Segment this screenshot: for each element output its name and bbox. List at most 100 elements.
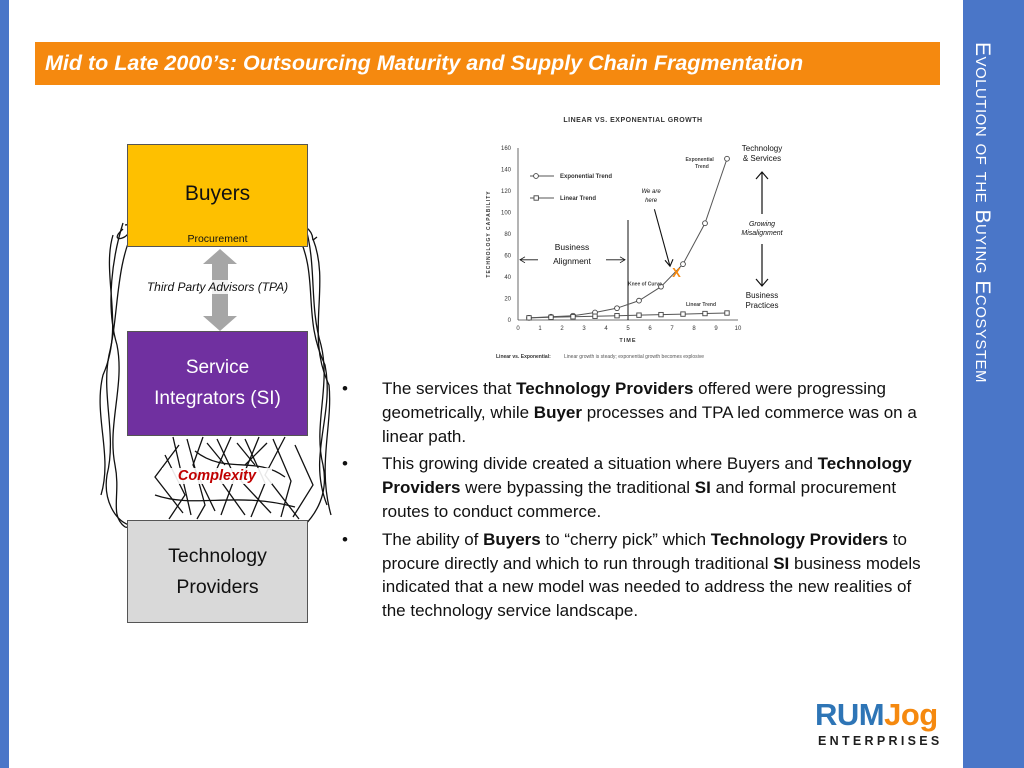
buyers-box: Buyers Procurement — [127, 144, 308, 247]
exponential-point — [680, 261, 686, 267]
linear-trend-line — [528, 312, 728, 319]
bullet-text: offered were progressing geometrically, … — [382, 379, 886, 422]
legend-linear-label: Linear Trend — [560, 196, 596, 202]
bullet-text: were bypassing the traditional — [460, 478, 695, 498]
we-are-here-pointer — [653, 209, 671, 267]
exp-annotation: Exponential — [685, 157, 714, 163]
bullet-marker: • — [342, 529, 348, 549]
slide-title: Mid to Late 2000’s: Outsourcing Maturity… — [45, 51, 804, 75]
exp-annotation: Trend — [695, 164, 709, 170]
rumjog-logo: RUMJog ENTERPRISES — [815, 699, 957, 754]
exponential-trend-line — [528, 158, 728, 319]
y-tick-label: 160 — [501, 146, 512, 152]
linear-point — [658, 311, 664, 318]
side-label-bottom-line2: Practices — [745, 301, 779, 311]
bullet-bold-text: SI — [773, 553, 790, 573]
exponential-point — [658, 283, 664, 290]
bullet-text: The services that — [382, 379, 517, 398]
x-tick-label: 8 — [692, 326, 696, 332]
technology-providers-box: Technology Providers — [127, 520, 308, 623]
logo-jog: Jog — [884, 697, 938, 732]
buyers-label: Buyers — [184, 181, 251, 205]
left-accent-bar — [0, 0, 9, 768]
y-tick-label: 120 — [501, 189, 512, 195]
side-label-top: Technology & Services — [732, 144, 792, 165]
y-tick-label: 60 — [504, 254, 511, 260]
linear-point — [702, 310, 708, 317]
exponential-point — [614, 305, 620, 312]
bullet-text: to “cherry pick” which — [540, 529, 711, 549]
logo-rum: RUM — [815, 697, 885, 732]
chart-caption-bold: Linear vs. Exponential: — [496, 354, 551, 360]
exponential-point — [636, 297, 642, 304]
we-are-here-arrowhead — [664, 259, 674, 268]
misalignment-arrow-icon — [755, 171, 769, 287]
y-tick-label: 0 — [508, 318, 512, 324]
tpa-label: Third Party Advisors (TPA) — [130, 280, 305, 294]
legend-exp-marker — [533, 173, 539, 179]
exponential-point — [702, 220, 708, 227]
side-label-middle-line1: Growing — [748, 221, 776, 228]
y-tick-label: 100 — [501, 211, 512, 217]
side-label-top-line1: Technology — [741, 144, 783, 153]
x-tick-label: 9 — [714, 326, 718, 332]
linear-point — [526, 315, 532, 321]
we-are-here-label: We are — [641, 189, 661, 195]
linear-point — [614, 313, 620, 319]
y-tick-label: 40 — [504, 275, 511, 281]
bullet-bold-text: Buyers — [483, 529, 541, 549]
side-label-bottom: Business Practices — [732, 291, 792, 312]
x-mark: X — [672, 265, 681, 280]
x-tick-label: 4 — [604, 326, 608, 332]
tech-label-line1: Technology — [168, 545, 267, 568]
knee-annotation: Knee of Curve — [628, 282, 662, 288]
alignment-label-bg — [538, 238, 606, 268]
bullet-bold-text: Technology Providers — [710, 529, 889, 549]
side-label-middle: Growing Misalignment — [732, 220, 792, 238]
side-label-middle-line2: Misalignment — [741, 230, 783, 238]
linear-point — [592, 313, 598, 319]
alignment-arrow-right — [619, 256, 626, 264]
linear-annotation: Linear Trend — [686, 302, 716, 308]
y-tick-label: 80 — [504, 232, 511, 238]
bullet-text: The ability of — [382, 529, 484, 549]
procurement-label: Procurement — [187, 233, 248, 245]
x-tick-label: 7 — [670, 326, 674, 332]
legend-linear-marker — [533, 195, 539, 201]
title-banner: Mid to Late 2000’s: Outsourcing Maturity… — [35, 42, 940, 85]
bullet-bold-text: SI — [694, 478, 711, 498]
bullet-text: and formal procurement routes to conduct… — [382, 478, 897, 521]
business-alignment-label: Business — [555, 242, 590, 252]
bullet-item: • This growing divide created a situation… — [340, 452, 935, 523]
y-axis-label: TECHNOLOGY CAPABILITY — [486, 190, 492, 277]
si-label-line1: Service — [185, 357, 250, 379]
side-title: Evolution of the Buying Ecosystem — [971, 42, 994, 384]
bullet-marker: • — [342, 379, 348, 398]
logo-enterprises: ENTERPRISES — [818, 734, 943, 748]
right-side-bar — [963, 0, 1024, 768]
x-tick-label: 0 — [516, 326, 520, 332]
bullet-bold-text: Technology Providers — [516, 379, 694, 398]
x-axis-label: TIME — [619, 338, 636, 344]
growth-chart: LINEAR VS. EXPONENTIAL GROWTH02040608010… — [486, 117, 742, 360]
bullet-list: • The services that Technology Providers … — [340, 377, 935, 627]
x-tick-label: 3 — [582, 326, 586, 332]
alignment-arrow-left — [519, 256, 526, 264]
linear-point — [724, 310, 730, 316]
bullet-bold-text: Technology Providers — [382, 454, 912, 498]
bullet-text: business models indicated that a new mod… — [382, 553, 921, 621]
bullet-marker: • — [342, 454, 348, 474]
tech-label-line2: Providers — [176, 575, 259, 598]
chart-caption-text: Linear growth is steady; exponential gro… — [564, 354, 704, 360]
we-are-here-label: here — [645, 198, 658, 204]
bullet-item: • The services that Technology Providers … — [340, 377, 935, 448]
linear-point — [680, 311, 686, 317]
bullet-text: processes and TPA led commerce was on a … — [382, 402, 917, 446]
x-tick-label: 5 — [626, 326, 630, 332]
side-label-bottom-line1: Business — [745, 291, 779, 300]
logo-wordmark: RUMJog — [815, 699, 957, 730]
chart-title: LINEAR VS. EXPONENTIAL GROWTH — [563, 117, 702, 124]
legend-exp-label: Exponential Trend — [560, 174, 612, 180]
x-tick-label: 6 — [648, 326, 652, 332]
linear-point — [636, 312, 642, 318]
